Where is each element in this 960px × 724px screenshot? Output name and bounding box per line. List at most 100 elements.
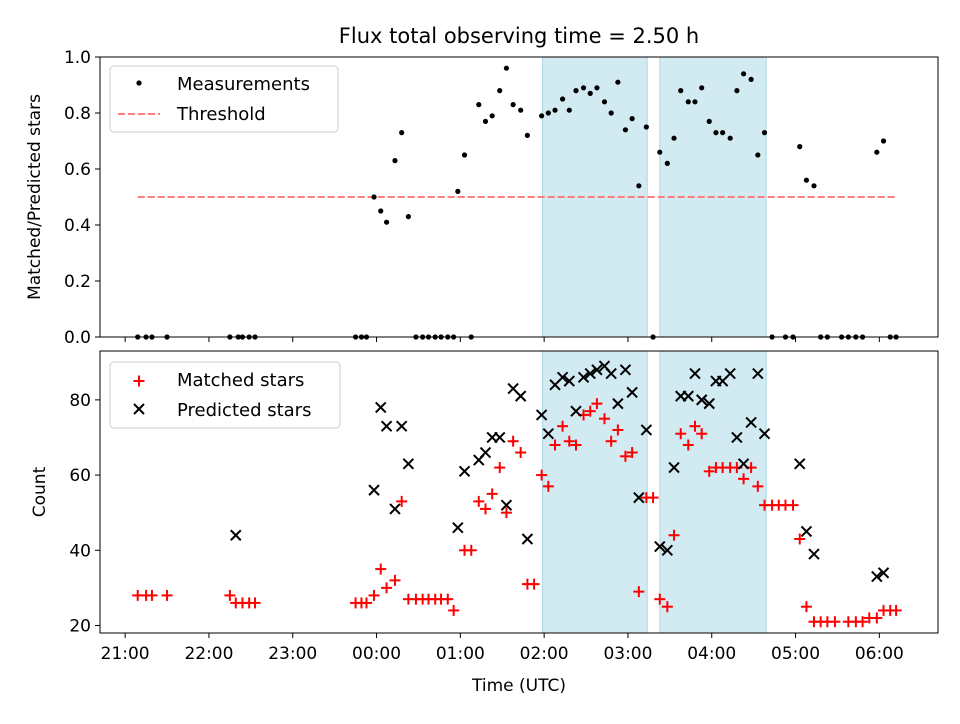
matched-star-point — [448, 604, 460, 616]
x-tick-label: 23:00 — [268, 644, 317, 664]
predicted-star-point — [380, 420, 393, 432]
bottom-panel: 20 40 60 80 21:00 22:00 23:00 00:00 01:00 02:00 0… — [30, 350, 939, 696]
matched-star-point — [473, 495, 485, 507]
measurement-point — [518, 107, 524, 113]
top-legend-box — [109, 65, 339, 133]
x-tick-label: 01:00 — [436, 644, 485, 664]
measurement-point — [692, 99, 698, 105]
measurement-point — [643, 124, 649, 130]
predicted-x-b — [479, 446, 492, 459]
measurement-point — [803, 177, 810, 183]
predicted-x-b — [695, 394, 708, 406]
x-tick-label: 03:00 — [603, 644, 652, 664]
matched-legend-marker — [133, 375, 145, 387]
predicted-x-b — [877, 567, 890, 579]
measurement-point — [559, 96, 566, 102]
matched-star-point — [249, 597, 261, 609]
top-y-tick-label: 0.2 — [64, 272, 91, 292]
bottom-plot-frame — [99, 350, 939, 634]
measurement-point — [755, 152, 761, 158]
x-tick-label: 05:00 — [771, 644, 820, 664]
matched-star-point — [890, 604, 902, 616]
predicted-x-b — [703, 397, 715, 410]
predicted-star-point — [640, 424, 653, 436]
predicted-x-b — [230, 529, 242, 541]
predicted-x-b — [619, 364, 632, 376]
bottom-y-tick-label: 20 — [69, 616, 91, 636]
legend-matched-label: Matched stars — [177, 370, 304, 391]
matched-star-point — [829, 616, 841, 628]
top-plot-frame — [99, 56, 939, 338]
predicted-star-point — [695, 394, 708, 406]
predicted-star-point — [521, 533, 534, 545]
matched-star-point — [500, 507, 512, 519]
predicted-x-b — [612, 397, 624, 410]
predicted-star-point — [375, 401, 387, 414]
predicted-x-b — [402, 458, 415, 470]
predicted-star-point — [494, 431, 506, 444]
matched-star-point — [486, 488, 498, 500]
measurement-point — [727, 135, 733, 141]
matched-star-point — [605, 435, 617, 447]
top-panel: 0.0 0.2 0.4 0.6 0.8 1.0 Flux total observing … — [25, 24, 939, 348]
predicted-x-b — [452, 522, 464, 534]
top-y-axis-label: Matched/Predicted stars — [25, 94, 45, 300]
predicted-star-point — [800, 525, 813, 538]
matched-star-point — [633, 586, 645, 598]
bottom-y-tick-label: 80 — [69, 391, 91, 411]
measurement-point — [566, 107, 572, 113]
matched-star-point — [619, 450, 631, 462]
matched-star-point — [368, 589, 380, 601]
matched-star-point — [360, 597, 372, 609]
matched-star-point — [591, 398, 603, 410]
measurement-point — [740, 71, 747, 77]
predicted-star-point — [808, 548, 820, 560]
bottom-legend: Matched stars Predicted stars — [109, 361, 341, 429]
measurement-point — [699, 85, 705, 91]
predicted-legend-marker — [133, 403, 145, 415]
matched-star-point — [507, 435, 519, 447]
predicted-star-point — [542, 428, 555, 440]
x-tick-label: 22:00 — [184, 644, 233, 664]
measurement-point — [615, 79, 621, 85]
matched-star-point — [689, 420, 701, 432]
measurement-point — [671, 135, 677, 141]
predicted-star-point — [745, 416, 757, 429]
predicted-star-point — [452, 522, 464, 534]
predicted-x-b — [591, 364, 603, 376]
predicted-star-point — [703, 397, 715, 410]
predicted-star-point — [389, 503, 401, 515]
predicted-star-point — [402, 458, 415, 470]
predicted-star-point — [619, 364, 632, 376]
predicted-x-b — [661, 544, 674, 556]
chart-title: Flux total observing time = 2.50 h — [339, 24, 699, 48]
predicted-x-b — [737, 458, 750, 470]
predicted-stars-series — [230, 360, 890, 583]
predicted-x-b — [556, 371, 569, 384]
predicted-star-point — [633, 491, 645, 504]
matched-star-point — [494, 462, 506, 474]
predicted-x-b — [731, 431, 743, 444]
matched-star-point — [696, 428, 708, 440]
bottom-legend-box — [109, 361, 341, 429]
predicted-x-b — [745, 416, 757, 429]
predicted-star-point — [737, 458, 750, 470]
matched-star-point — [598, 413, 610, 425]
predicted-star-point — [230, 529, 242, 541]
measurement-point — [587, 90, 593, 96]
predicted-star-point — [514, 390, 527, 402]
measurement-point — [608, 110, 614, 116]
predicted-x-b — [500, 499, 513, 511]
measurement-point — [545, 110, 551, 116]
predicted-star-point — [395, 420, 408, 432]
measurement-point — [811, 183, 817, 189]
top-x-ticks — [124, 337, 880, 342]
matched-star-point — [549, 439, 561, 451]
measurement-point — [629, 116, 635, 122]
matched-star-point — [396, 495, 408, 507]
measurement-point — [455, 188, 461, 194]
predicted-star-point — [605, 367, 617, 380]
predicted-x-b — [668, 461, 680, 474]
measurement-point — [713, 130, 719, 136]
